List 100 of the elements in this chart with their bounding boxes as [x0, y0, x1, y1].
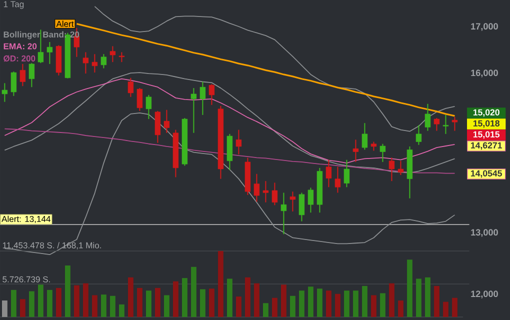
bar [407, 260, 412, 317]
bar [227, 278, 232, 317]
candlestick [380, 143, 386, 162]
candlestick [398, 160, 404, 176]
candlestick [136, 88, 143, 112]
bar [155, 288, 160, 317]
candlestick [164, 109, 170, 134]
bar [82, 283, 88, 317]
candlestick [434, 118, 440, 132]
y-tick-label: 12,000 [471, 290, 498, 298]
bar [46, 290, 52, 317]
bar [362, 286, 368, 317]
candlestick [344, 159, 350, 188]
candlestick [280, 192, 287, 235]
bar [425, 277, 430, 317]
candlestick [352, 139, 359, 162]
bar [182, 278, 188, 317]
candlestick [416, 124, 422, 146]
ref-line-label: Alert: 13,144 [2, 216, 50, 224]
bar [326, 290, 332, 317]
candlestick [82, 52, 89, 74]
text: 15,018 [473, 120, 500, 128]
candlestick [326, 159, 332, 188]
bar [344, 290, 350, 317]
bar [146, 290, 152, 317]
candlestick [290, 191, 296, 212]
bar [191, 266, 196, 317]
bar [281, 284, 286, 317]
bar [416, 278, 422, 317]
candlestick [92, 54, 98, 74]
bar [20, 299, 26, 317]
line-series [4, 78, 456, 164]
bar [308, 286, 314, 317]
line-series [94, 6, 456, 132]
text: EMA: 20 [4, 43, 37, 50]
candlestick [118, 52, 125, 63]
candlestick [20, 63, 26, 87]
candlestick [254, 173, 260, 202]
y-tick-label: 17,000 [471, 23, 498, 31]
y-tick-label: 16,000 [471, 70, 498, 78]
ref-line-label: 5.726.739 S. [2, 276, 50, 282]
candlestick [362, 122, 368, 150]
candlestick [190, 88, 197, 134]
text: 14,6271 [470, 142, 502, 150]
text: 15,015 [473, 131, 500, 139]
candlestick [128, 77, 134, 98]
bar [110, 296, 116, 317]
text: 14,0545 [470, 170, 502, 178]
annotation: Alert [56, 20, 74, 27]
candlestick [110, 46, 116, 63]
bar [353, 290, 358, 317]
bar [2, 300, 8, 317]
bar [389, 283, 394, 317]
text: ØD: 200 [4, 55, 36, 62]
bar [443, 302, 448, 317]
candlestick [200, 81, 206, 116]
candlestick [272, 182, 278, 206]
candlestick [334, 166, 341, 194]
candlestick [452, 116, 458, 132]
candlestick [298, 192, 305, 222]
y-tick-label: 13,000 [471, 229, 498, 237]
bar [10, 290, 16, 317]
bar [74, 285, 80, 317]
bar [398, 300, 404, 317]
line-series [4, 72, 456, 174]
bar [101, 294, 106, 317]
bar [236, 296, 242, 317]
candlestick [208, 84, 215, 106]
bar [64, 266, 70, 317]
bar [380, 293, 386, 317]
bar [263, 303, 268, 317]
bar [317, 288, 322, 317]
candlestick [262, 180, 269, 203]
candlestick [100, 54, 107, 69]
bar [209, 288, 214, 317]
bar [56, 288, 62, 317]
candlestick [154, 110, 161, 144]
candlestick [442, 114, 449, 134]
candlestick [236, 129, 242, 155]
bar [200, 289, 206, 317]
annotation: 1 Tag [4, 1, 24, 9]
candlestick [2, 82, 8, 102]
bar [245, 277, 250, 317]
text: 15,020 [473, 109, 500, 117]
bar [173, 281, 178, 317]
bar [254, 283, 260, 317]
bar [371, 295, 376, 317]
bar [38, 284, 44, 317]
candlestick [424, 103, 431, 132]
candlestick [46, 42, 53, 64]
candlestick [308, 187, 314, 214]
bar [92, 295, 98, 317]
bar [299, 290, 304, 317]
bar [452, 298, 458, 317]
bar [434, 286, 440, 317]
bar [128, 277, 134, 317]
bar [290, 296, 296, 317]
candlestick [10, 71, 17, 96]
bar [272, 298, 278, 317]
bar [218, 250, 224, 317]
